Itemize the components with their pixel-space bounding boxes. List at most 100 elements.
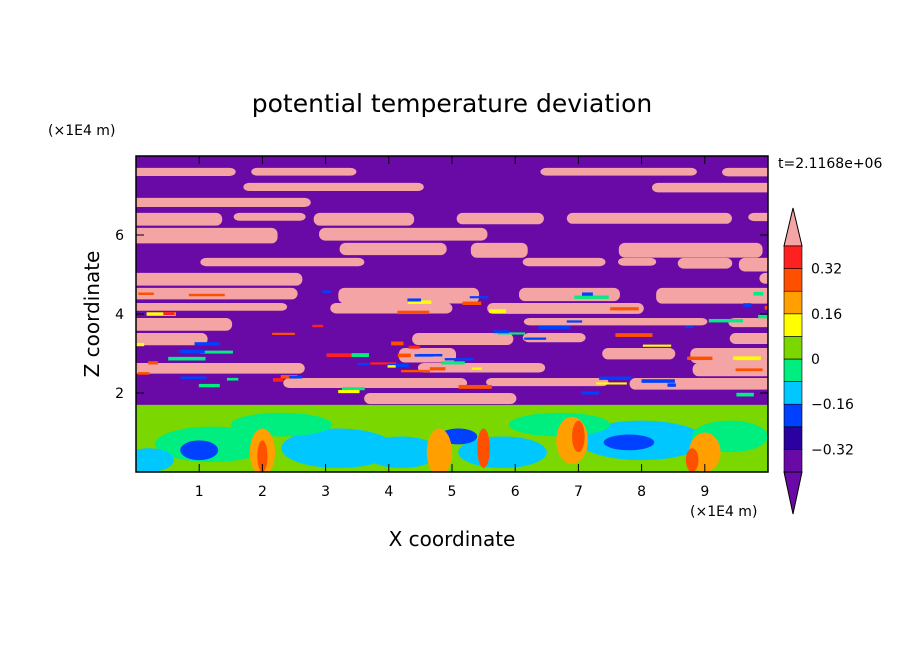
field-filament [312,324,324,328]
field-band [136,167,236,176]
field-band [618,242,763,258]
field-filament [322,290,331,293]
field-filament [574,295,609,299]
plot-field [136,156,768,472]
field-band [136,362,305,374]
colorbar-box [783,381,803,405]
field-band [136,227,278,244]
field-filament [743,303,752,307]
field-eddy [572,420,585,453]
field-filament [179,349,205,354]
colorbar-box [783,358,803,382]
field-filament [764,305,768,310]
colorbar-tick-label: 0 [811,352,820,368]
field-filament [198,383,220,388]
field-band [243,182,424,192]
colorbar-tick-label: 0.16 [811,307,842,323]
field-band [566,212,732,224]
field-band [136,272,303,286]
field-band [364,393,517,405]
field-band [729,332,768,345]
field-filament [733,356,761,361]
field-filament [180,376,207,380]
field-filament [471,367,482,370]
y-tick-label: 2 [115,386,124,402]
field-filament [397,310,430,315]
field-filament [581,391,600,395]
field-band [136,317,233,331]
field-band [313,212,415,226]
colorbar: −0.32 −0.16 0 0.16 0.32 [783,207,854,515]
field-filament [148,361,159,365]
field-eddy [230,412,332,437]
y-axis-label: Z coordinate [80,251,104,378]
field-filament [280,374,298,379]
field-filament [599,376,632,380]
x-tick-label: 9 [700,484,709,500]
field-filament [736,392,754,397]
field-filament [163,312,175,316]
field-band [656,287,768,304]
field-filament [200,350,233,354]
field-filament [441,361,465,365]
field-filament [469,296,489,299]
x-tick-label: 8 [637,484,646,500]
x-tick-label: 6 [511,484,520,500]
field-filament [667,383,676,387]
field-filament [194,342,220,346]
x-tick-label: 2 [258,484,267,500]
colorbar-box [783,426,803,450]
field-band [487,302,644,314]
field-filament [138,292,154,295]
field-filament [401,369,430,373]
field-filament [524,337,547,340]
colorbar-tick-label: 0.32 [811,262,842,278]
field-filament [137,372,150,375]
y-unit-label: (×1E4 m) [48,123,115,139]
field-band [759,272,768,284]
field-filament [687,356,713,361]
x-unit-label: (×1E4 m) [690,504,757,520]
field-filament [289,375,303,379]
field-band [540,167,697,176]
colorbar-box [783,403,803,428]
colorbar-tick-label: −0.32 [811,442,854,458]
field-filament [458,384,492,389]
colorbar-extend-bottom [783,471,803,515]
field-filament [387,363,409,368]
field-band [738,257,768,272]
field-filament [168,356,206,361]
field-band [522,332,586,343]
field-band [652,182,768,193]
field-filament [326,353,356,358]
field-filament [408,345,420,349]
colorbar-box [783,245,803,269]
field-band [136,302,288,311]
field-filament [615,333,653,337]
field-band [339,242,447,256]
field-eddy [426,428,452,472]
field-filament [357,362,370,366]
field-band [233,212,306,221]
colorbar-box [783,313,803,337]
field-filament [685,325,694,329]
field-filament [498,332,525,335]
field-filament [407,298,422,302]
field-filament [538,325,571,330]
field-band [251,167,357,176]
y-tick-label: 4 [115,307,124,323]
chart-title: potential temperature deviation [252,89,652,118]
field-filament [338,390,360,394]
x-axis-ticks: 1 2 3 4 5 6 7 8 9 [195,156,709,500]
field-band [692,362,768,377]
field-filament [493,330,510,334]
field-band [748,212,768,222]
field-eddy [180,440,219,461]
field-band [486,377,609,387]
field-filament [758,314,768,319]
field-eddy [136,448,174,472]
field-filament [272,378,284,382]
field-filament [735,368,763,372]
field-band [136,287,298,300]
x-tick-label: 3 [321,484,330,500]
